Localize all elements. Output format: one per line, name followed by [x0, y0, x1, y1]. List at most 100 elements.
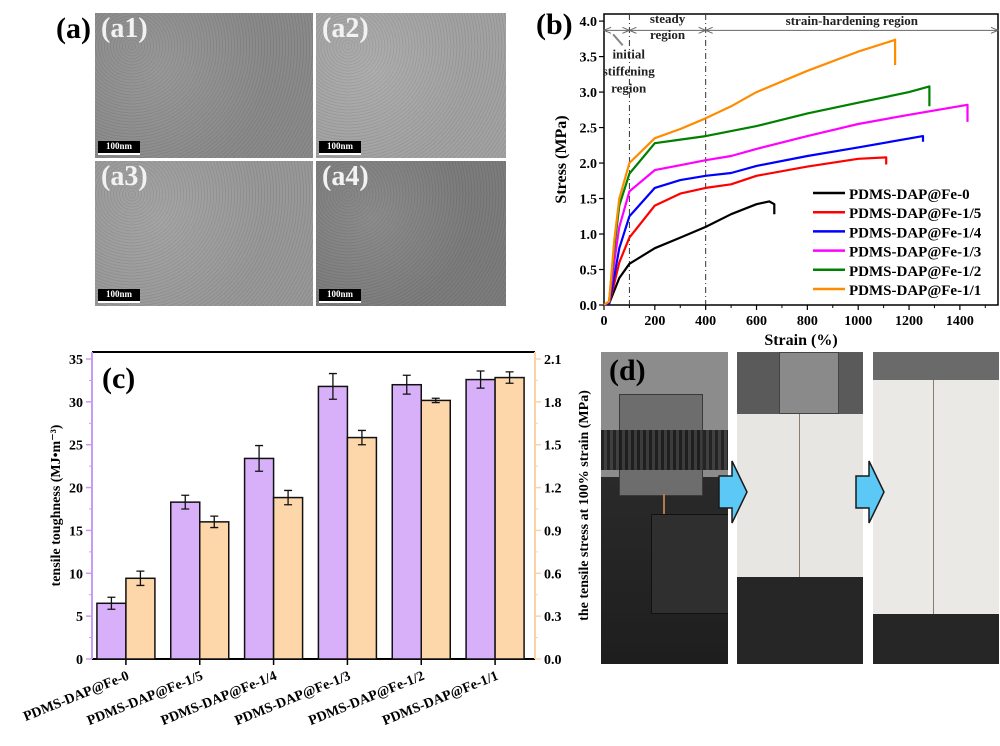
bar-toughness [391, 383, 422, 660]
x-tick-label: 1400 [946, 314, 974, 329]
curve-pdms-dap-fe-1-1 [603, 38, 897, 306]
legend-label: PDMS-DAP@Fe-0 [849, 187, 970, 203]
region-label-initial: stiffening [603, 64, 656, 79]
region-label-steady: region [650, 27, 686, 42]
left-y-tick-label: 30 [69, 396, 83, 411]
y-tick-label: 0.0 [580, 299, 598, 314]
sample-strip [933, 380, 934, 616]
tem-label: (a1) [101, 13, 148, 44]
arrowhead-icon [602, 26, 612, 34]
bar-toughness [317, 385, 349, 660]
legend-label: PDMS-DAP@Fe-1/4 [849, 225, 982, 241]
left-y-tick-label: 10 [69, 567, 83, 582]
y-tick-label: 2.0 [580, 157, 598, 172]
scale-bar: 100nm [98, 289, 141, 303]
legend-label: PDMS-DAP@Fe-1/3 [849, 245, 981, 261]
error-bar [402, 374, 411, 395]
right-y-tick-label: 0.6 [544, 567, 562, 582]
tem-image-a1: (a1) 100nm [95, 13, 313, 158]
tem-image-a4: (a4) 100nm [316, 161, 506, 306]
tem-label: (a2) [322, 13, 369, 44]
bar-toughness [465, 378, 496, 660]
bar-stress [346, 436, 378, 660]
y-tick-label: 4.0 [580, 15, 598, 30]
panel-label-a: (a) [56, 12, 91, 45]
region-label-hardening: strain-hardening region [786, 13, 919, 28]
x-tick-label: 200 [644, 314, 665, 329]
left-y-tick-label: 5 [76, 610, 83, 625]
right-y-tick-label: 0.0 [544, 653, 562, 668]
sample-strip [663, 494, 665, 516]
panel-label-c: (c) [102, 362, 135, 395]
toughness-bar-chart: (c) 0 5 10 15 20 25 30 35 0.0 0.3 0.6 0.9 1.2 1.5 1.8 2.… [21, 351, 592, 729]
arrowhead-icon [704, 26, 713, 34]
error-bar [328, 372, 337, 400]
photo-stretch-1: (d) [601, 352, 728, 664]
lower-clamp [873, 614, 999, 664]
error-bar [181, 494, 190, 510]
y-tick-label: 1.0 [580, 228, 598, 243]
error-bar [431, 397, 440, 404]
scale-bar: 100nm [319, 141, 362, 155]
error-bar [505, 371, 514, 384]
right-y-tick-label: 0.9 [544, 524, 562, 539]
right-y-tick-label: 1.8 [544, 396, 562, 411]
lower-clamp [737, 577, 863, 664]
right-y-tick-label: 0.3 [544, 610, 562, 625]
left-y-tick-label: 20 [69, 482, 83, 497]
plot-frame [603, 13, 999, 306]
left-y-tick-label: 15 [69, 524, 83, 539]
curve-pdms-dap-fe-1-5 [603, 156, 888, 307]
y-tick-label: 1.5 [580, 193, 598, 208]
left-y-tick-label: 25 [69, 439, 83, 454]
error-bar [284, 489, 293, 506]
y-tick-label: 2.5 [580, 122, 598, 137]
arrow-right-icon [718, 460, 748, 524]
x-tick-label: 1200 [895, 314, 923, 329]
error-bar [136, 570, 145, 587]
region-label-initial: initial [612, 47, 645, 62]
error-bar [255, 444, 264, 472]
right-axis-label: the tensile stress at 100% strain (MPa) [577, 390, 592, 621]
curve-pdms-dap-fe-0 [603, 200, 776, 307]
photo-stretch-3 [873, 352, 999, 664]
x-tick-label: 800 [797, 314, 818, 329]
legend-label: PDMS-DAP@Fe-1/5 [849, 206, 981, 222]
legend-label: PDMS-DAP@Fe-1/1 [849, 283, 981, 299]
panel-label-d: (d) [609, 354, 646, 387]
scale-bar: 100nm [319, 289, 362, 303]
tem-image-a2: (a2) 100nm [316, 13, 506, 158]
region-label-steady: steady [650, 11, 686, 26]
stress-strain-chart: (b) 0 200 400 600 800 1000 1200 1400 0.0 0.5 1.0 1.5… [536, 8, 1000, 349]
pointer-arrow [612, 33, 624, 46]
right-y-tick-label: 1.5 [544, 439, 562, 454]
curve-pdms-dap-fe-1-3 [603, 103, 969, 306]
scale-bar: 100nm [98, 141, 141, 155]
bar-stress [125, 577, 156, 660]
arrowhead-icon [628, 26, 637, 34]
bar-stress [272, 496, 304, 660]
x-tick-label: 1000 [844, 314, 872, 329]
x-tick-label: 400 [695, 314, 716, 329]
tem-image-a3: (a3) 100nm [95, 161, 313, 306]
right-y-tick-label: 1.2 [544, 482, 562, 497]
sample-strip [799, 414, 800, 578]
error-bar [476, 370, 485, 389]
curve-pdms-dap-fe-1-4 [603, 135, 925, 307]
upper-clamp-face [779, 352, 839, 414]
left-y-tick-label: 35 [69, 353, 83, 368]
arrow-right-icon [855, 460, 885, 524]
error-bar [357, 429, 366, 446]
right-y-tick-label: 2.1 [544, 353, 562, 368]
y-axis-label: Stress (MPa) [553, 115, 570, 203]
arrowhead-icon [990, 26, 1000, 34]
error-bar [210, 515, 219, 529]
y-tick-label: 3.5 [580, 51, 598, 66]
x-axis-label: Strain (%) [764, 332, 837, 349]
y-tick-label: 3.0 [580, 86, 598, 101]
bar-toughness [170, 501, 201, 660]
y-tick-label: 0.5 [580, 264, 598, 279]
clamp-screw [601, 430, 728, 470]
bar-toughness [96, 602, 127, 660]
bar-stress [420, 399, 451, 660]
